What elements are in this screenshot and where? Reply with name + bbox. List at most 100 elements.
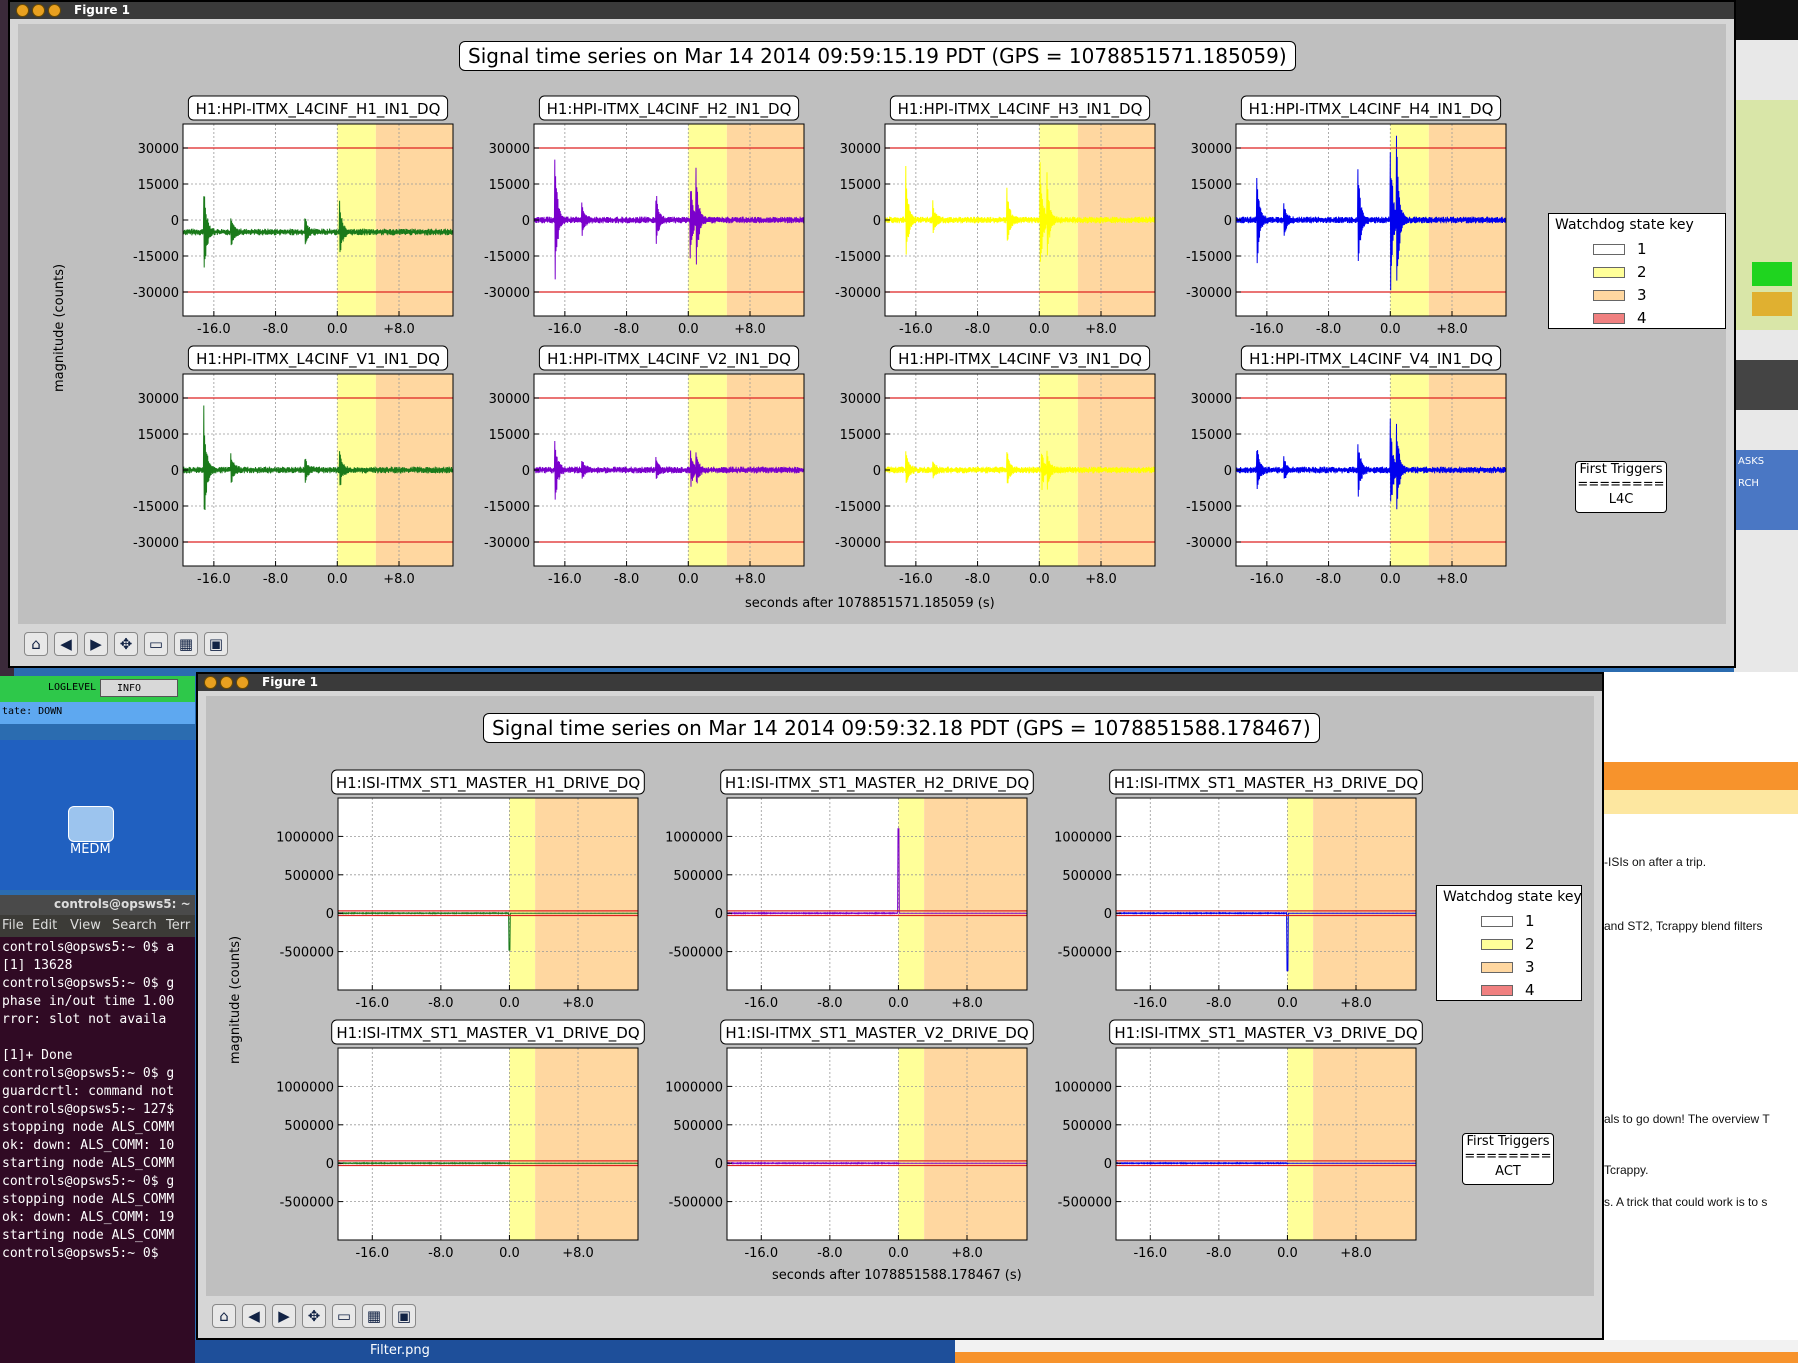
subplot: -16.0 -8.0 0.0 +8.0 30000 15000 0 -15000 -30000 H… (1186, 345, 1507, 587)
y-tick-label: 0 (873, 464, 881, 479)
terminal-line: starting node ALS_COMM (2, 1156, 175, 1171)
y-tick-label: -500000 (1058, 946, 1112, 961)
state-region (1287, 1048, 1314, 1240)
y-tick-label: 1000000 (1054, 1080, 1112, 1095)
x-tick-label: -16.0 (744, 1246, 778, 1261)
save-icon[interactable]: ▣ (392, 1304, 416, 1328)
legend-swatch (1481, 916, 1513, 927)
minimize-icon[interactable] (32, 4, 45, 17)
pan-icon[interactable]: ✥ (114, 632, 138, 656)
terminal-menu-file[interactable]: File (2, 918, 24, 933)
y-tick-label: 30000 (489, 142, 530, 157)
right-label-tasks[interactable]: ASKS (1738, 456, 1765, 467)
state-region (924, 798, 1027, 990)
medm-icon[interactable] (68, 806, 114, 842)
forward-icon[interactable]: ▶ (272, 1304, 296, 1328)
x-tick-label: -16.0 (548, 572, 582, 587)
loglevel-select[interactable]: INFO (100, 679, 178, 697)
close-icon[interactable] (204, 676, 217, 689)
axes-frame (726, 797, 1028, 991)
state-region (1313, 1048, 1416, 1240)
configure-subplots-icon[interactable]: ▦ (174, 632, 198, 656)
window-titlebar[interactable]: Figure 1 (10, 2, 1734, 19)
maximize-icon[interactable] (48, 4, 61, 17)
state-region (1313, 798, 1416, 990)
subplot-title-box (1240, 95, 1502, 121)
y-tick-label: 500000 (1062, 1119, 1112, 1134)
y-tick-label: 0 (171, 464, 179, 479)
back-icon[interactable]: ◀ (54, 632, 78, 656)
y-tick-label: -30000 (1186, 536, 1232, 551)
minimize-icon[interactable] (220, 676, 233, 689)
subplot-title-box (187, 95, 449, 121)
x-tick-label: -8.0 (1206, 996, 1231, 1011)
x-tick-label: -16.0 (899, 572, 933, 587)
legend-label: 1 (1525, 912, 1535, 930)
y-tick-label: 1000000 (1054, 830, 1112, 845)
legend-swatch (1481, 939, 1513, 950)
close-icon[interactable] (16, 4, 29, 17)
web-yellow-band (1600, 790, 1798, 814)
home-icon[interactable]: ⌂ (24, 632, 48, 656)
x-tick-label: +8.0 (734, 572, 766, 587)
forward-icon[interactable]: ▶ (84, 632, 108, 656)
terminal-line: [1] 13628 (2, 958, 73, 973)
subplot: -16.0 -8.0 0.0 +8.0 30000 15000 0 -15000 -30000 H… (484, 95, 805, 337)
subplot-title: H1:ISI-ITMX_ST1_MASTER_H1_DRIVE_DQ (336, 774, 640, 793)
figure-title: Signal time series on Mar 14 2014 09:59:… (459, 41, 1296, 71)
y-tick-label: 15000 (138, 428, 179, 443)
x-tick-label: +8.0 (734, 322, 766, 337)
first-triggers-value: L4C (1608, 492, 1634, 507)
y-tick-label: -15000 (835, 500, 881, 515)
terminal-menu-search[interactable]: Search (112, 918, 157, 933)
window-titlebar[interactable]: Figure 1 (198, 674, 1602, 691)
y-tick-label: -30000 (835, 536, 881, 551)
x-tick-label: 0.0 (1277, 996, 1298, 1011)
back-icon[interactable]: ◀ (242, 1304, 266, 1328)
zoom-icon[interactable]: ▭ (144, 632, 168, 656)
medm-label[interactable]: MEDM (70, 842, 111, 857)
zoom-icon[interactable]: ▭ (332, 1304, 356, 1328)
first-triggers-box: First Triggers ======== ACT (1462, 1133, 1554, 1185)
x-tick-label: 0.0 (499, 1246, 520, 1261)
right-label-search[interactable]: RCH (1738, 478, 1759, 489)
terminal-menu-edit[interactable]: Edit (32, 918, 58, 933)
background-right-dark (1734, 360, 1798, 410)
taskbar-file[interactable]: Filter.png (370, 1343, 430, 1358)
web-text-line: Tcrappy. (1604, 1163, 1649, 1177)
save-icon[interactable]: ▣ (204, 632, 228, 656)
subplot-title: H1:ISI-ITMX_ST1_MASTER_V3_DRIVE_DQ (1114, 1024, 1417, 1043)
x-tick-label: 0.0 (1380, 572, 1401, 587)
state-region (535, 1048, 638, 1240)
x-tick-label: 0.0 (1380, 322, 1401, 337)
terminal-menubar: File Edit View Search Terr (0, 915, 195, 937)
y-tick-label: -500000 (1058, 1196, 1112, 1211)
terminal-menu-terminal[interactable]: Terr (166, 918, 191, 933)
legend-swatch (1481, 985, 1513, 996)
web-text-line: and ST2, Tcrappy blend filters (1604, 919, 1763, 933)
state-bar: tate: DOWN (0, 702, 195, 724)
maximize-icon[interactable] (236, 676, 249, 689)
terminal-line: controls@opsws5:~ 0$ (2, 1246, 159, 1261)
subplot-title-box (1240, 345, 1502, 371)
configure-subplots-icon[interactable]: ▦ (362, 1304, 386, 1328)
y-tick-label: 15000 (1191, 428, 1232, 443)
pan-icon[interactable]: ✥ (302, 1304, 326, 1328)
y-tick-label: 30000 (489, 392, 530, 407)
y-tick-label: 0 (1104, 1157, 1112, 1172)
background-right-blue: ASKS RCH (1734, 450, 1798, 530)
terminal-title: controls@opsws5: ~ (54, 897, 191, 911)
y-tick-label: 0 (1224, 464, 1232, 479)
terminal-menu-view[interactable]: View (70, 918, 101, 933)
taskbar: Filter.png (195, 1340, 955, 1363)
home-icon[interactable]: ⌂ (212, 1304, 236, 1328)
y-tick-label: -500000 (669, 1196, 723, 1211)
x-tick-label: -16.0 (744, 996, 778, 1011)
background-right-panel (1734, 100, 1798, 330)
x-tick-label: -8.0 (965, 572, 990, 587)
terminal-window[interactable] (0, 895, 195, 1363)
web-orange-band (1600, 762, 1798, 790)
subplot-title-box (1109, 769, 1423, 795)
state-text: tate: DOWN (2, 706, 63, 717)
y-tick-label: 0 (715, 1157, 723, 1172)
